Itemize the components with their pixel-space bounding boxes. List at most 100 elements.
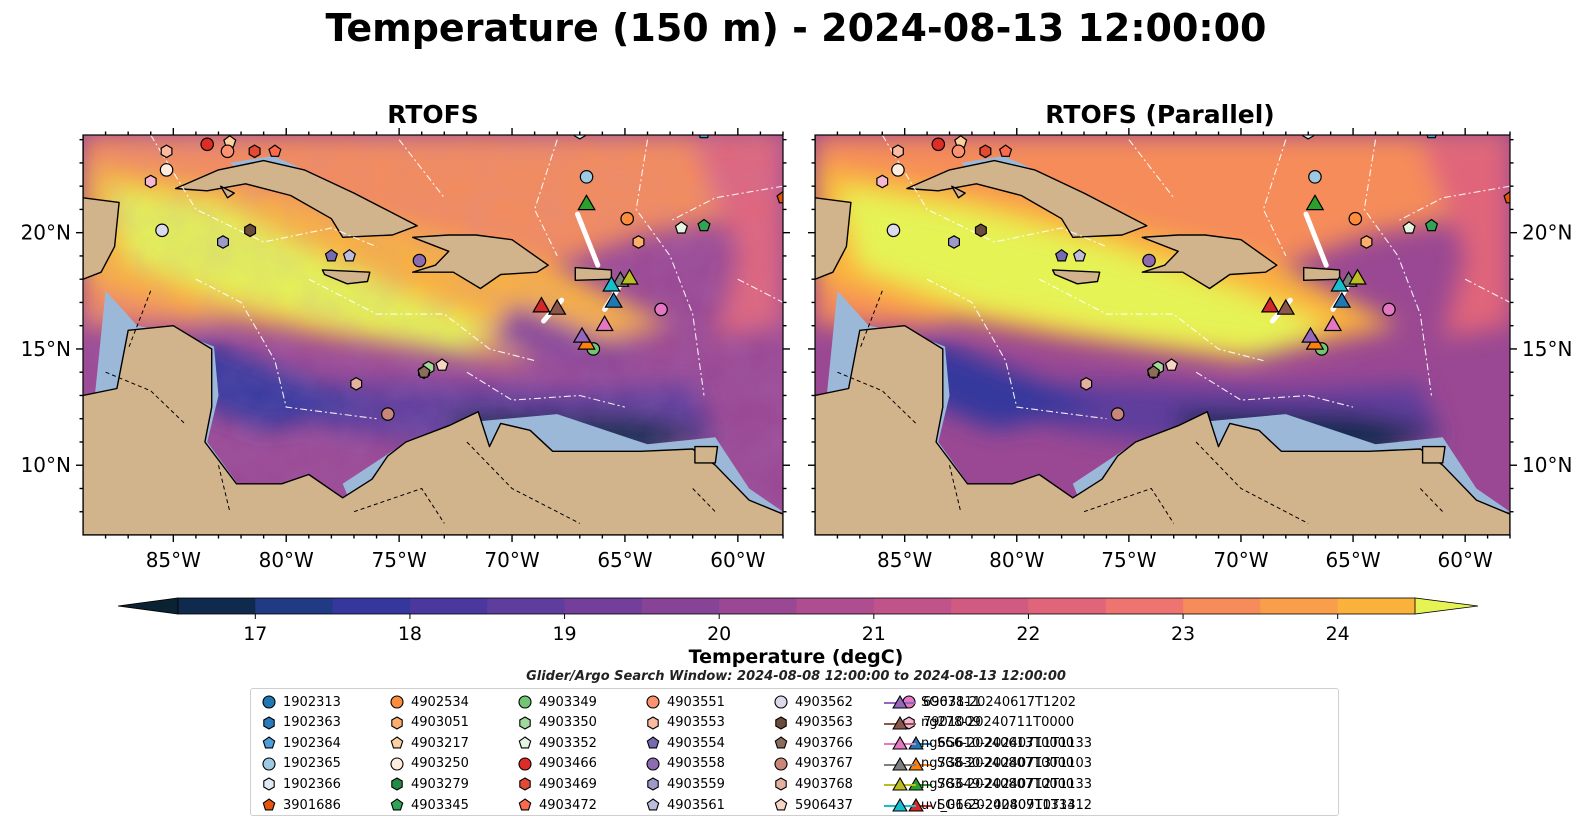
eez-line-5 [1397, 185, 1510, 222]
landmass-5 [574, 266, 613, 281]
obs-marker-1902363 [1359, 122, 1370, 134]
legend-entry: SG678-20240617T1202 [883, 692, 1076, 712]
eez-line-0 [881, 135, 1107, 248]
legend-entry-label: 4903768 [795, 776, 853, 792]
colorbar-bin [409, 598, 488, 614]
obs-marker-4903561 [1072, 248, 1087, 262]
legend-marker [263, 715, 275, 730]
legend-entry-label: SG630-20240713T1103 [937, 756, 1093, 772]
eez-line-1 [1038, 278, 1264, 362]
x-tick-label: 70°W [1213, 548, 1268, 572]
legend-marker [892, 797, 908, 812]
legend-entry: 4903472 [515, 795, 597, 815]
legend-entry-label: 4903554 [667, 735, 725, 751]
legend-marker [518, 736, 532, 749]
legend-marker-icon [518, 736, 532, 749]
legend-entry-label: 1902366 [283, 776, 341, 792]
legend-entry-label: 4903767 [795, 756, 853, 772]
border-line-5 [859, 290, 883, 350]
border-line-4 [1419, 488, 1444, 513]
obs-marker-ng656-20240613T0000 [595, 314, 614, 332]
legend-entry-label: 4903352 [539, 735, 597, 751]
x-tick-label: 85°W [146, 548, 201, 572]
legend-marker-icon [391, 715, 403, 730]
border-line-5 [127, 290, 152, 350]
obs-marker-4903554 [1054, 248, 1069, 262]
obs-marker-SG663-20240710T1312 [1260, 296, 1280, 313]
map-panel-rtofs-parallel: 85°W 80°W 75°W 70°W 65°W 60°W 10°N 15°N 20°N [808, 122, 1572, 572]
legend-marker [647, 715, 659, 730]
legend-entry-label: 4903469 [539, 776, 597, 792]
legend-marker-icon [884, 797, 916, 812]
y-tick-label: 15°N [21, 337, 71, 361]
colorbar-bin [178, 598, 256, 614]
eez-line-4 [1363, 139, 1433, 396]
obs-marker-4903352 [1402, 221, 1416, 234]
obs-marker-ng783-20240807T0000 [1348, 268, 1367, 285]
y-tick-label: 10°N [21, 453, 71, 477]
map-frame [82, 134, 784, 536]
legend-marker-icon [774, 798, 788, 811]
obs-marker-1902366 [1302, 135, 1315, 140]
legend-entry-label: 1902313 [283, 694, 341, 710]
colorbar-bin [1028, 598, 1107, 614]
x-tick-label: 65°W [597, 548, 652, 572]
x-tick-label: 80°W [259, 548, 314, 572]
legend-entry: 1902366 [259, 774, 341, 794]
legend-entry: 4903279 [387, 774, 469, 794]
legend-entry: 4903469 [515, 774, 597, 794]
legend-entry-label: 1902364 [283, 735, 341, 751]
obs-marker-4903466 [931, 137, 946, 152]
panel-title-rtofs-parallel: RTOFS (Parallel) [1045, 100, 1275, 129]
legend-marker-icon [647, 715, 659, 730]
colorbar-bin [719, 598, 798, 614]
obs-marker-1902364 [698, 135, 710, 139]
legend-marker [892, 756, 908, 771]
legend-entry-label: 4903217 [411, 735, 469, 751]
legend-entry: 4903466 [515, 754, 597, 774]
legend-marker-icon [262, 757, 276, 771]
obs-marker-4903562 [155, 223, 169, 238]
border-line-0 [837, 371, 917, 424]
legend-marker-icon [774, 757, 788, 771]
x-tick-label: 80°W [989, 548, 1044, 572]
obs-marker-SG649-20240712T1133 [1305, 194, 1325, 211]
obs-marker-SG610-20240711T1133 [1332, 291, 1352, 308]
legend-marker [774, 695, 788, 709]
colorbar-bin [796, 598, 875, 614]
legend-marker-icon [390, 757, 404, 771]
colorbar-bin [564, 598, 643, 614]
legend-marker [774, 798, 788, 811]
obs-marker-3901686 [776, 190, 783, 204]
legend-entry-label: ng783-20240807T0000 [921, 776, 1075, 792]
legend-entry-label: 4903551 [667, 694, 725, 710]
legend-marker [519, 715, 531, 730]
legend-entry-label: 4903250 [411, 756, 469, 772]
landmass-4 [412, 234, 549, 290]
obs-marker-1902363 [631, 122, 642, 134]
legend-entry-label: SG649-20240712T1133 [937, 776, 1093, 792]
colorbar-bin [1105, 598, 1184, 614]
eez-line-3 [534, 139, 558, 257]
legend-entry-label: 1902363 [283, 715, 341, 731]
legend-marker-icon [263, 715, 275, 730]
legend-entry: 7901009 [899, 713, 981, 733]
legend-entry-label: 4903553 [667, 715, 725, 731]
colorbar: 17 18 19 20 21 22 23 24 [117, 597, 1479, 645]
obs-marker-1902365 [579, 170, 594, 184]
colorbar-bin [1183, 598, 1261, 614]
legend-entry-label: 5906437 [795, 797, 853, 813]
landmass-6 [219, 185, 236, 199]
legend: 1902313 1902363 1902364 1902365 1902366 39016… [250, 688, 1339, 816]
legend-entry: ng278-20240711T0000 [883, 713, 1074, 733]
obs-marker-SG678-20240617T1202 [572, 326, 592, 343]
obs-marker-SG663-20240710T1312 [532, 296, 551, 313]
legend-entry: ng783-20240807T0000 [883, 774, 1074, 794]
obs-marker-4903554 [324, 248, 339, 262]
legend-marker [892, 736, 908, 750]
obs-marker-7901009 [876, 174, 889, 189]
legend-entry-label: 4903559 [667, 776, 725, 792]
x-tick-label: 65°W [1325, 548, 1380, 572]
colorbar-bin [255, 598, 334, 614]
y-tick-label: 15°N [1522, 337, 1572, 361]
